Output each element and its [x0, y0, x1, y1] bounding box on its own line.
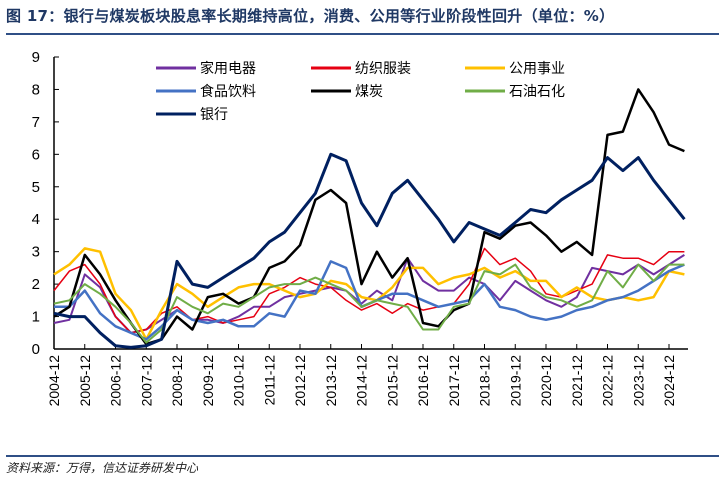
x-tick-label: 2014-12: [354, 355, 370, 407]
y-tick-label: 5: [32, 179, 40, 196]
chart-title: 图 17：银行与煤炭板块股息率长期维持高位，消费、公用等行业阶段性回升（单位：%…: [6, 7, 615, 25]
series-line-5: [53, 263, 685, 344]
x-tick-label: 2020-12: [538, 355, 554, 407]
x-tick-label: 2008-12: [169, 355, 185, 407]
legend-label: 煤炭: [355, 84, 383, 100]
x-tick-label: 2004-12: [46, 355, 62, 407]
x-tick-label: 2024-12: [661, 355, 677, 407]
x-tick-label: 2022-12: [600, 355, 616, 407]
x-tick-label: 2011-12: [261, 355, 277, 406]
y-tick-label: 7: [32, 114, 40, 131]
series-line-6: [53, 152, 686, 349]
x-tick-label: 2023-12: [630, 355, 646, 407]
legend-label: 家用电器: [200, 60, 256, 77]
x-tick-label: 2021-12: [569, 355, 585, 407]
legend-label: 食品饮料: [200, 83, 256, 100]
y-tick-label: 3: [32, 244, 40, 261]
x-tick-label: 2015-12: [384, 355, 400, 407]
x-tick-label: 2010-12: [231, 355, 247, 407]
x-tick-label: 2017-12: [446, 355, 462, 407]
y-tick-label: 2: [32, 276, 40, 293]
series-line-1: [53, 247, 685, 334]
x-tick-label: 2012-12: [292, 355, 308, 407]
x-tick-label: 2007-12: [138, 355, 154, 407]
x-tick-label: 2006-12: [108, 355, 124, 407]
y-tick-label: 4: [32, 211, 40, 228]
y-tick-label: 6: [32, 146, 40, 163]
x-tick-label: 2019-12: [507, 355, 523, 407]
series-line-2: [53, 247, 685, 341]
y-tick-label: 0: [32, 341, 40, 358]
y-tick-label: 1: [32, 309, 40, 326]
x-tick-label: 2009-12: [200, 355, 216, 407]
x-tick-label: 2018-12: [477, 355, 493, 407]
series-line-0: [53, 254, 685, 334]
legend-label: 纺织服装: [355, 61, 411, 77]
source-divider: [6, 455, 719, 457]
y-tick-label: 8: [32, 81, 40, 98]
x-tick-label: 2005-12: [77, 355, 93, 407]
x-tick-label: 2016-12: [415, 355, 431, 407]
title-divider: [6, 33, 719, 35]
source-note: 资料来源：万得，信达证券研发中心: [6, 461, 199, 475]
legend-label: 公用事业: [509, 61, 565, 77]
x-tick-label: 2013-12: [323, 355, 339, 407]
legend-label: 银行: [200, 107, 228, 123]
legend-label: 石油石化: [509, 84, 565, 100]
y-tick-label: 9: [32, 49, 40, 66]
